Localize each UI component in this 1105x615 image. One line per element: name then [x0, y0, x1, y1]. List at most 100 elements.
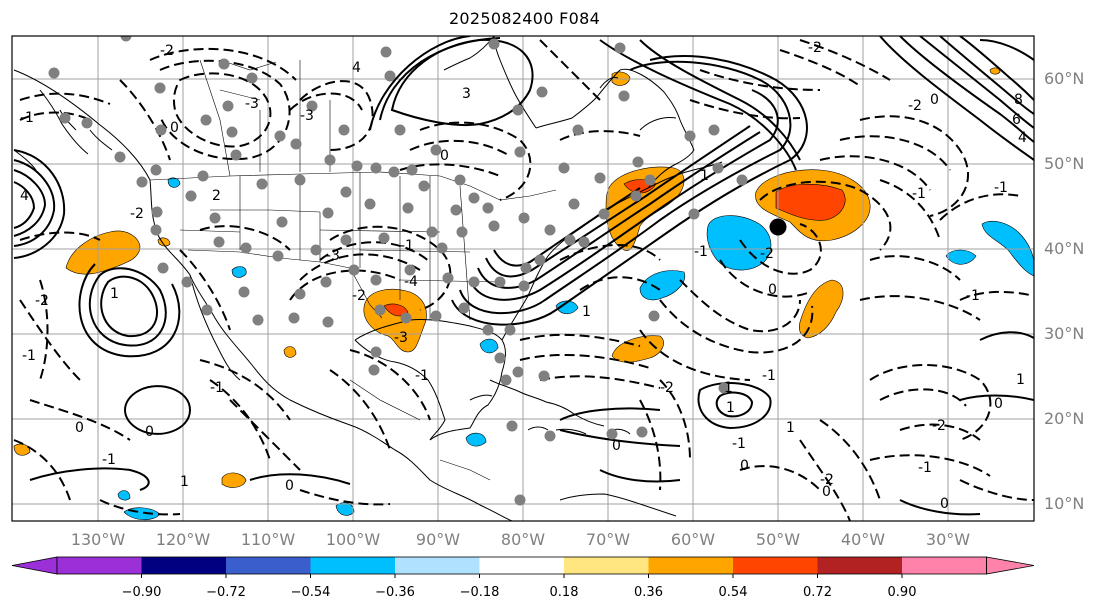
contour-label: -1 — [415, 368, 429, 384]
colorbar-arrow-high — [986, 556, 1035, 575]
colorbar-segment — [902, 557, 987, 574]
positive-anomaly-region — [221, 472, 247, 488]
colorbar-tick-label: −0.72 — [206, 585, 246, 600]
contour-label: 1 — [726, 400, 735, 416]
lat-label: 60°N — [1044, 69, 1084, 88]
contour-label: 0 — [768, 282, 777, 298]
lon-label: 130°W — [71, 530, 126, 549]
contour-label: 8 — [1014, 92, 1023, 108]
strong-positive-anomaly-region — [775, 183, 846, 221]
contour-label: 4 — [20, 188, 29, 204]
positive-anomaly-region — [989, 67, 1001, 75]
colorbar-tick-label: 0.36 — [634, 585, 663, 600]
colorbar-segment — [226, 557, 311, 574]
colorbar-tick-label: 0.72 — [803, 585, 832, 600]
positive-anomaly-region — [65, 230, 141, 275]
colorbar-tick-label: 0.54 — [719, 585, 748, 600]
contour-label: 0 — [740, 458, 749, 474]
contour-label: -1 — [966, 288, 980, 304]
contour-label: -1 — [912, 186, 926, 202]
lon-label: 100°W — [326, 530, 381, 549]
contour-label: -1 — [400, 238, 414, 254]
contour-label: 0 — [75, 420, 84, 436]
colorbar: −0.90 −0.72 −0.54 −0.36 −0.18 0.18 0.36 0.54 0.7… — [11, 556, 1035, 600]
contour-label: 1 — [110, 286, 119, 302]
contour-label: 1 — [582, 304, 591, 320]
lon-label: 80°W — [501, 530, 545, 549]
colorbar-segment — [648, 557, 733, 574]
contour-label: -4 — [404, 274, 418, 290]
colorbar-segment — [395, 557, 480, 574]
contour-label: -2 — [908, 98, 922, 114]
contour-label: 0 — [612, 438, 621, 454]
contour-label: 1 — [180, 474, 189, 490]
lat-label: 30°N — [1044, 324, 1084, 343]
contour-label: 0 — [930, 92, 939, 108]
contour-label: -2 — [820, 472, 834, 488]
colorbar-segment — [310, 557, 395, 574]
contour-label: -1 — [210, 380, 224, 396]
contour-label: -2 — [808, 40, 822, 56]
contour-label: 0 — [940, 496, 949, 512]
lon-label: 50°W — [756, 530, 800, 549]
contour-label: 0 — [145, 424, 154, 440]
lon-label: 90°W — [416, 530, 460, 549]
colorbar-segment — [141, 557, 226, 574]
contour-label: -3 — [245, 96, 259, 112]
lon-label: 60°W — [671, 530, 715, 549]
contour-label: -3 — [326, 248, 340, 264]
lat-label: 10°N — [1044, 494, 1084, 513]
contour-label: -1 — [694, 244, 708, 260]
contour-label: 0 — [170, 120, 179, 136]
contour-label: 1 — [1016, 372, 1025, 388]
colorbar-tick-label: −0.18 — [460, 585, 500, 600]
negative-anomaly-region — [231, 266, 247, 278]
lon-label: 30°W — [926, 530, 970, 549]
contour-label: 1 — [700, 168, 709, 184]
positive-anomaly-region — [283, 346, 297, 358]
colorbar-tick-label: −0.36 — [375, 585, 415, 600]
contour-label: 3 — [462, 86, 471, 102]
positive-anomaly-region — [798, 279, 844, 339]
contour-label: 2 — [212, 188, 221, 204]
contour-label: -2 — [130, 206, 144, 222]
lon-label: 40°W — [841, 530, 885, 549]
longitude-labels: 130°W 120°W 110°W 100°W 90°W 80°W 70°W 6… — [71, 530, 970, 549]
colorbar-frame — [56, 556, 987, 575]
strong-positive-anomaly-region — [383, 303, 409, 317]
map-title: 2025082400 F084 — [448, 9, 601, 28]
colorbar-segment — [733, 557, 818, 574]
lon-label: 70°W — [586, 530, 630, 549]
lat-label: 20°N — [1044, 409, 1084, 428]
contour-label: -2 — [660, 380, 674, 396]
colorbar-tick-label: −0.54 — [291, 585, 331, 600]
contour-label: -2 — [932, 418, 946, 434]
station-markers — [48, 36, 748, 506]
contour-label: 1 — [724, 380, 733, 396]
contour-label: -3 — [300, 108, 314, 124]
contour-label: -1 — [762, 368, 776, 384]
contour-label: 1 — [786, 420, 795, 436]
contour-label: -1 — [918, 460, 932, 476]
contour-label: -2 — [760, 246, 774, 262]
plot-frame — [11, 35, 1035, 522]
negative-anomaly-region — [555, 300, 579, 315]
contour-label: -1 — [732, 436, 746, 452]
contour-label: 4 — [1018, 130, 1027, 146]
colorbar-tick-label: −0.90 — [122, 585, 162, 600]
contour-labels: -2 -3 4 -3 0 -1 4 -2 3 0 1 -2 -1 0 0 -1 … — [20, 40, 1027, 512]
contour-label: -3 — [394, 330, 408, 346]
contour-label: 6 — [1012, 112, 1021, 128]
positive-anomaly-region — [13, 443, 31, 456]
contour-label: -1 — [22, 348, 36, 364]
negative-anomaly-region — [945, 249, 977, 265]
solid-contours — [13, 36, 1034, 516]
lat-label: 40°N — [1044, 239, 1084, 258]
colorbar-arrow-low — [11, 556, 58, 575]
colorbar-tick-label: 0.90 — [888, 585, 917, 600]
negative-anomaly-region — [465, 432, 487, 447]
contour-label: -1 — [20, 110, 34, 126]
contour-label: -2 — [160, 43, 174, 59]
negative-anomaly-region — [167, 177, 181, 188]
